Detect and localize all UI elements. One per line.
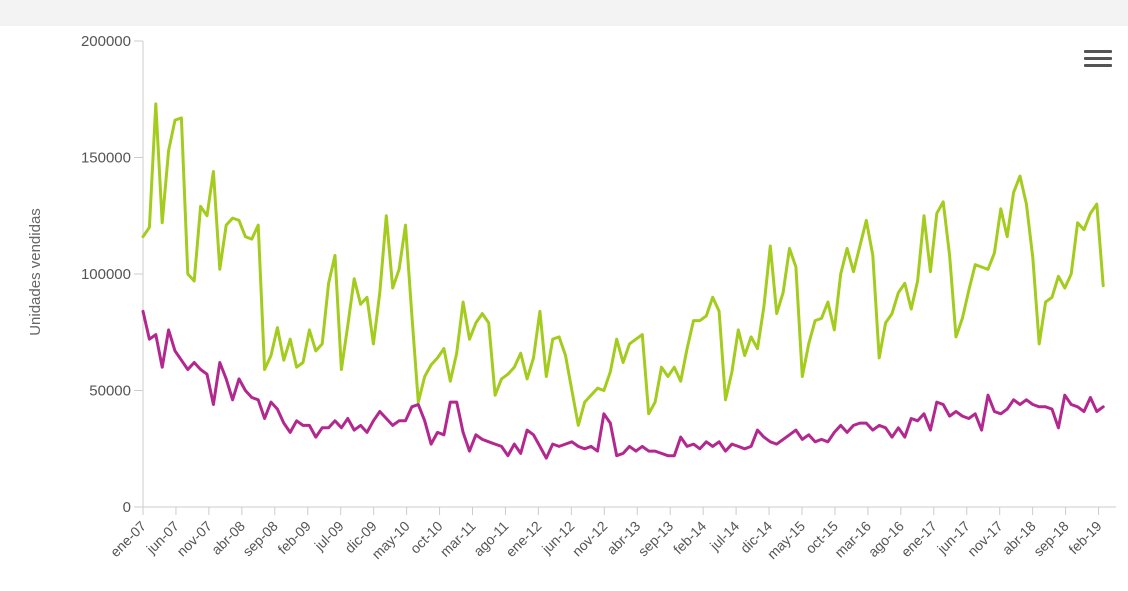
hamburger-icon-bar <box>1084 57 1112 60</box>
series-line-morada[interactable] <box>141 309 1105 460</box>
hamburger-icon <box>1084 50 1112 53</box>
x-tick-label: ene-07 <box>107 518 149 560</box>
y-axis-ticks: 0 50000 100000 150000 200000 <box>81 33 143 516</box>
x-tick-label: sep-08 <box>239 518 281 560</box>
x-tick-label: may-15 <box>764 518 808 562</box>
x-tick-label: may-10 <box>368 518 412 562</box>
x-tick-label: jul-14 <box>706 518 742 554</box>
x-tick-label: jul-09 <box>311 518 347 554</box>
x-tick-label: nov-12 <box>569 518 611 560</box>
x-tick-label: nov-17 <box>964 518 1006 560</box>
series-line-verde[interactable] <box>141 102 1105 427</box>
chart-menu-button[interactable] <box>1084 48 1112 72</box>
x-tick-label: feb-09 <box>274 518 314 558</box>
y-tick-label: 50000 <box>89 383 131 400</box>
x-tick-label: feb-14 <box>670 518 710 558</box>
x-tick-label: ago-16 <box>865 518 907 560</box>
y-tick-label: 150000 <box>81 150 131 167</box>
y-tick-label: 200000 <box>81 33 131 50</box>
x-axis: ene-07jun-07nov-07abr-08sep-08feb-09jul-… <box>107 41 1116 562</box>
y-tick-label: 0 <box>123 499 131 516</box>
x-tick-label: ene-12 <box>502 518 544 560</box>
x-tick-label: mar-11 <box>437 518 479 560</box>
x-tick-label: sep-13 <box>635 518 677 560</box>
hamburger-icon-bar <box>1084 64 1112 67</box>
x-tick-label: sep-18 <box>1030 518 1072 560</box>
series-layer <box>141 102 1105 460</box>
x-tick-label: ene-17 <box>898 518 940 560</box>
x-tick-label: feb-19 <box>1065 518 1105 558</box>
x-tick-label: mar-16 <box>831 518 874 561</box>
x-tick-label: nov-07 <box>173 518 215 560</box>
top-band <box>0 0 1128 26</box>
y-axis-label: Unidades vendidas <box>27 208 44 336</box>
y-tick-label: 100000 <box>81 266 131 283</box>
